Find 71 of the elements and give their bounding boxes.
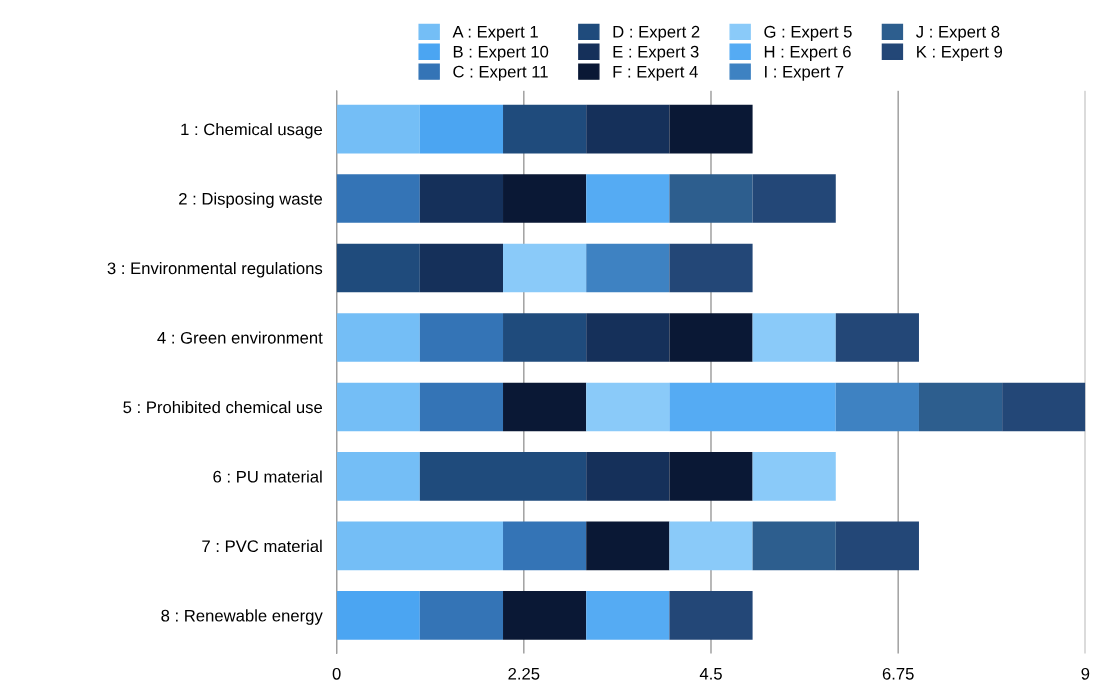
bar <box>419 104 504 154</box>
bar <box>503 521 587 571</box>
bar <box>586 104 670 154</box>
bar <box>669 313 753 362</box>
legend-label: C : Expert 11 <box>453 65 548 81</box>
legend-label: I : Expert 7 <box>765 65 844 81</box>
bar <box>503 313 587 362</box>
bar <box>503 104 587 154</box>
legend-label: E : Expert 3 <box>613 45 699 61</box>
x-tick-label: 9 <box>1081 667 1090 680</box>
bar <box>1002 382 1086 432</box>
bar <box>669 452 753 501</box>
bar <box>503 243 587 293</box>
legend-label: K : Expert 9 <box>917 45 1003 61</box>
bar <box>918 382 1003 432</box>
legend-label: B : Expert 10 <box>453 45 549 61</box>
bar <box>835 382 919 432</box>
bar <box>586 452 670 501</box>
bar <box>586 174 670 223</box>
legend-label: G : Expert 5 <box>764 25 852 41</box>
y-tick-label: 6 : PU material <box>213 470 322 483</box>
x-tick-label: 4.5 <box>699 668 722 680</box>
bar <box>586 591 670 640</box>
bar <box>336 174 420 223</box>
y-tick-label: 2 : Disposing waste <box>179 192 323 209</box>
y-tick-label: 5 : Prohibited chemical use <box>123 400 323 414</box>
bar <box>336 104 420 154</box>
bar <box>336 382 420 432</box>
bar <box>419 452 587 501</box>
bar <box>419 591 504 640</box>
y-tick-label: 8 : Renewable energy <box>161 609 323 625</box>
bar <box>336 452 420 501</box>
bar <box>669 104 753 154</box>
bar <box>419 243 504 293</box>
y-tick-label: 7 : PVC material <box>202 539 322 553</box>
legend-label: J : Expert 8 <box>916 25 1000 41</box>
y-tick-label: 1 : Chemical usage <box>181 123 323 139</box>
bar <box>503 591 587 640</box>
y-tick-label: 3 : Environmental regulations <box>107 261 323 278</box>
bar <box>586 382 670 432</box>
bar <box>835 521 919 571</box>
bar <box>419 174 504 223</box>
bar <box>503 174 587 223</box>
bar <box>835 313 919 362</box>
legend-label: D : Expert 2 <box>613 25 700 41</box>
bar <box>669 591 753 640</box>
bar <box>669 174 753 223</box>
bar <box>586 243 670 293</box>
legend-label: A : Expert 1 <box>452 26 538 41</box>
x-tick-label: 2.25 <box>508 667 540 680</box>
bar <box>336 591 420 640</box>
bar <box>669 521 753 571</box>
legend-label: H : Expert 6 <box>764 45 851 61</box>
bar <box>752 521 836 571</box>
bar <box>752 452 836 501</box>
bar <box>503 382 587 432</box>
x-tick-label: 6.75 <box>882 667 914 680</box>
bar <box>336 313 420 362</box>
bar <box>586 521 670 571</box>
y-tick-label: 4 : Green environment <box>157 331 323 344</box>
bar <box>586 313 670 362</box>
bar <box>336 243 420 293</box>
legend-label: F : Expert 4 <box>613 65 698 81</box>
bar <box>419 313 504 362</box>
bar <box>336 521 504 571</box>
x-tick-label: 0 <box>332 667 341 680</box>
bar <box>669 243 753 293</box>
bar <box>419 382 504 432</box>
bar <box>752 313 836 362</box>
bar <box>752 174 836 223</box>
bar <box>669 382 836 432</box>
